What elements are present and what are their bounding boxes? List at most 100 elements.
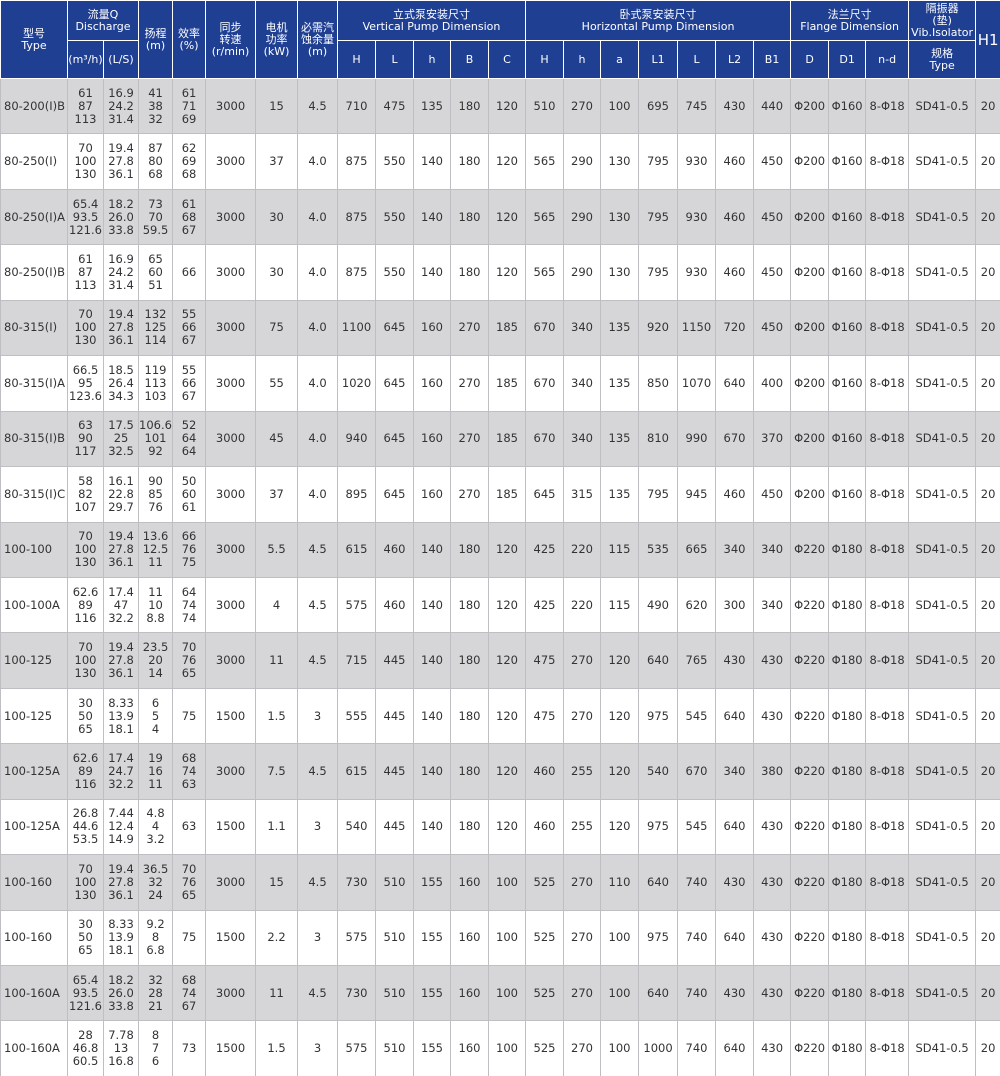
data-cell: 61 87 113: [67, 77, 104, 135]
header-cell: B1: [753, 40, 792, 79]
data-cell: 255: [563, 798, 602, 856]
cell-line: 61: [181, 85, 197, 100]
table-row: 80-315(I)B 63 90 117 17.5 25 32.5 106.6 101 92 52 6…: [0, 410, 1000, 468]
header-cell: D: [790, 40, 830, 79]
data-cell: 640: [715, 355, 755, 412]
data-cell: Φ160: [828, 77, 867, 135]
data-cell: 3000: [205, 355, 257, 412]
data-cell: 450: [753, 466, 792, 523]
data-cell: 270: [563, 964, 602, 1022]
cell-line: 65: [181, 887, 197, 902]
cell-line: 27.8: [108, 874, 134, 889]
data-cell: Φ220: [790, 798, 830, 856]
data-cell: 740: [677, 1020, 717, 1076]
header-line: (kW): [263, 44, 290, 58]
data-cell: 9.2 8 6.8: [138, 909, 174, 967]
data-cell: 180: [450, 798, 490, 856]
data-cell: 875: [337, 133, 377, 190]
data-cell: SD41-0.5: [908, 299, 977, 357]
cell-line: 36.5: [142, 861, 169, 876]
data-cell: SD41-0.5: [908, 188, 977, 246]
data-cell: 19.4 27.8 36.1: [102, 854, 140, 911]
data-cell: 575: [337, 1020, 377, 1076]
data-cell: 220: [563, 576, 602, 634]
data-cell: 3: [297, 1020, 339, 1076]
data-cell: 65.4 93.5 121.6: [67, 964, 104, 1022]
cell-line: 21: [148, 998, 163, 1013]
data-cell: 525: [525, 1020, 565, 1076]
header-cell: (m³/h): [67, 40, 104, 79]
data-cell: 475: [525, 687, 565, 745]
data-cell: 425: [525, 576, 565, 634]
cell-line: 6: [151, 1054, 160, 1069]
type-cell: 80-315(I)C: [0, 466, 68, 523]
data-cell: 160: [413, 355, 452, 412]
header-cell: H1: [975, 0, 1000, 79]
data-cell: 795: [638, 244, 679, 301]
data-cell: 18.2 26.0 33.8: [102, 188, 140, 246]
header-line: 卧式泵安装尺寸: [619, 7, 697, 21]
data-cell: 20: [975, 576, 1000, 634]
data-cell: 3000: [205, 410, 257, 468]
data-cell: 665: [677, 521, 717, 578]
data-cell: 132 125 114: [138, 299, 174, 357]
data-cell: 730: [337, 854, 377, 911]
cell-line: 36.1: [108, 666, 134, 681]
cell-line: 73: [148, 196, 163, 211]
type-cell: 80-315(I)B: [0, 410, 68, 468]
data-cell: 450: [753, 133, 792, 190]
table-row: 80-250(I) 70 100 130 19.4 27.8 36.1 87 80 68 62 69 6…: [0, 133, 1000, 190]
data-cell: 270: [450, 410, 490, 468]
data-cell: 670: [525, 410, 565, 468]
data-cell: 160: [413, 299, 452, 357]
cell-line: 116: [74, 776, 97, 791]
header-line: 电机: [265, 20, 288, 34]
data-cell: 15: [255, 77, 299, 135]
data-cell: 3000: [205, 77, 257, 135]
data-cell: 30 50 65: [67, 909, 104, 967]
cell-line: 18.2: [108, 972, 134, 987]
data-cell: 70 76 65: [172, 632, 207, 689]
data-cell: 19.4 27.8 36.1: [102, 521, 140, 578]
cell-line: 70: [181, 861, 197, 876]
data-cell: 28 46.8 60.5: [67, 1020, 104, 1076]
data-cell: 20: [975, 133, 1000, 190]
cell-line: 26.0: [108, 209, 134, 224]
header-line: Flange Dimension: [800, 19, 899, 33]
data-cell: 430: [753, 687, 792, 745]
cell-line: 76: [181, 653, 197, 668]
data-cell: 645: [375, 299, 415, 357]
cell-line: 11: [148, 776, 163, 791]
data-cell: 640: [638, 632, 679, 689]
data-cell: 525: [525, 909, 565, 967]
data-cell: 100: [600, 1020, 640, 1076]
cell-line: 116: [74, 610, 97, 625]
data-cell: 7.5: [255, 743, 299, 800]
data-cell: 850: [638, 355, 679, 412]
data-cell: 540: [337, 798, 377, 856]
cell-line: 60.5: [72, 1054, 99, 1069]
cell-line: 74: [181, 597, 197, 612]
data-cell: 17.4 24.7 32.2: [102, 743, 140, 800]
data-cell: 450: [753, 244, 792, 301]
cell-line: 31.4: [108, 278, 134, 293]
data-cell: 18.5 26.4 34.3: [102, 355, 140, 412]
cell-line: 36.1: [108, 333, 134, 348]
cell-line: 101: [144, 431, 167, 446]
cell-line: 16.9: [108, 85, 134, 100]
data-cell: 185: [488, 355, 527, 412]
cell-line: 130: [74, 333, 97, 348]
data-cell: Φ200: [790, 355, 830, 412]
data-cell: Φ200: [790, 188, 830, 246]
cell-line: 12.4: [108, 819, 134, 834]
type-cell: 100-125: [0, 632, 68, 689]
data-cell: 160: [450, 964, 490, 1022]
data-cell: 615: [337, 743, 377, 800]
data-cell: 3000: [205, 743, 257, 800]
data-cell: Φ220: [790, 576, 830, 634]
data-cell: 4.5: [297, 521, 339, 578]
data-cell: 740: [677, 964, 717, 1022]
data-cell: 745: [677, 77, 717, 135]
data-cell: Φ180: [828, 798, 867, 856]
data-cell: 120: [488, 743, 527, 800]
